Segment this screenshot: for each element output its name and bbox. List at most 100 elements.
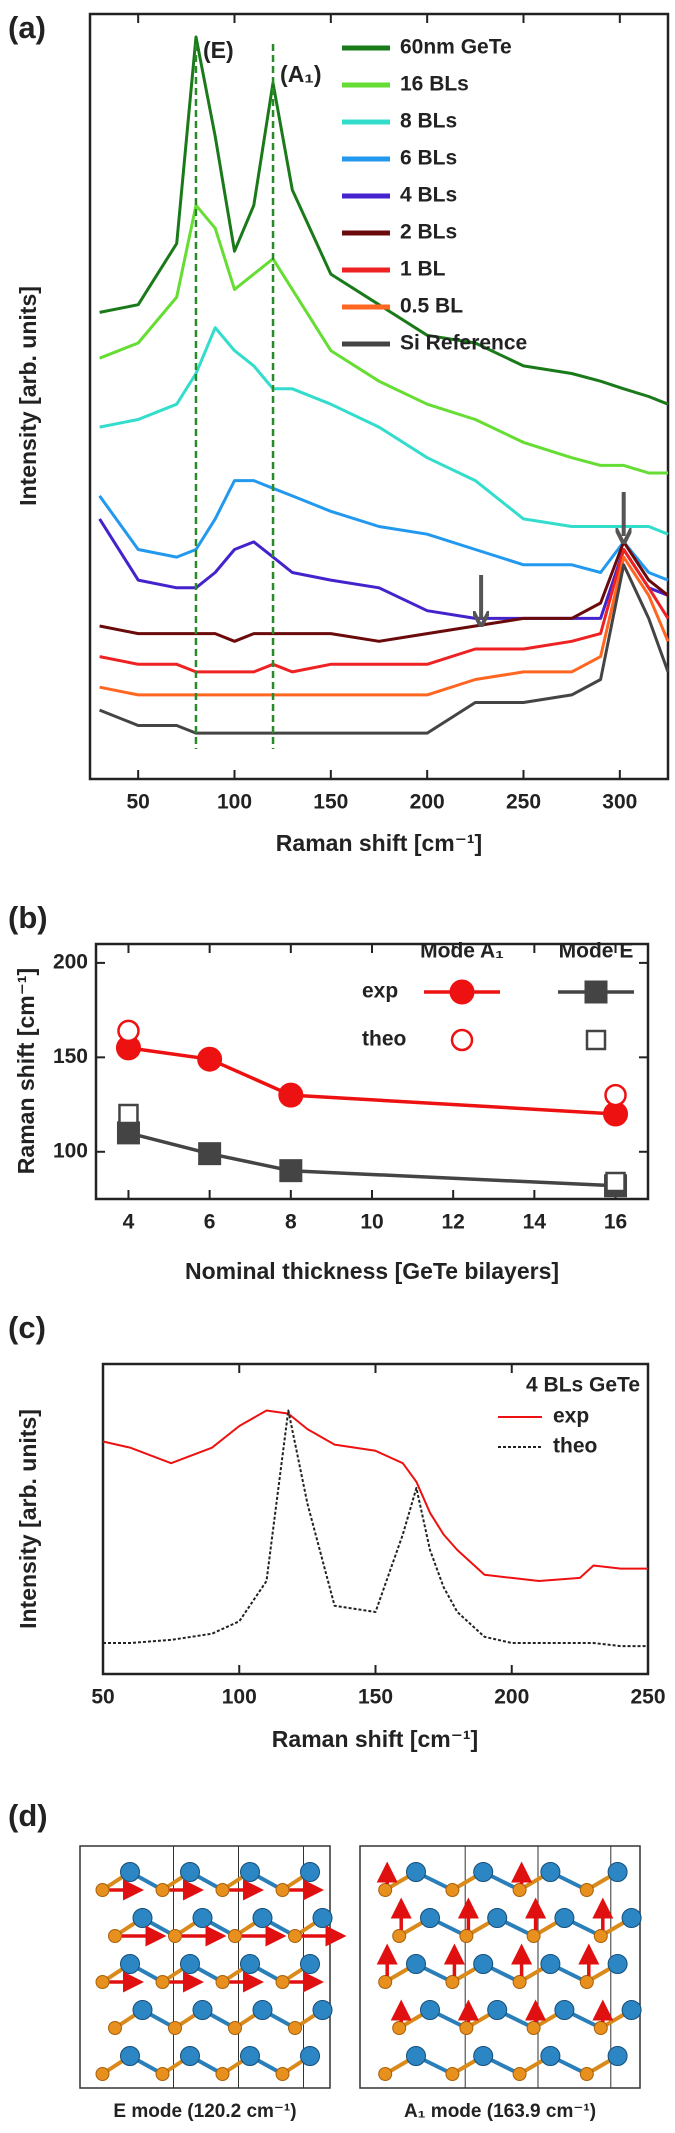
te-atom xyxy=(554,1908,575,1928)
y-tick-label: 100 xyxy=(53,1139,88,1162)
spectrum-line xyxy=(99,555,670,697)
ge-atom xyxy=(168,1929,182,1943)
legend-label: 1 BL xyxy=(400,258,446,281)
ge-atom xyxy=(108,2021,122,2035)
legend-label: 60nm GeTe xyxy=(400,36,512,59)
ge-atom xyxy=(95,1883,110,1897)
te-atom xyxy=(180,1862,200,1882)
legend-label: 6 BLs xyxy=(400,147,457,170)
te-atom xyxy=(240,2046,260,2066)
theo-marker xyxy=(604,1083,627,1107)
ge-atom xyxy=(445,1883,460,1897)
te-atom xyxy=(132,2000,153,2020)
x-tick-label: 150 xyxy=(358,1686,393,1709)
ge-atom xyxy=(445,1975,460,1989)
spectrum-line xyxy=(98,479,669,582)
ge-atom xyxy=(228,1929,242,1943)
legend-row-label: exp xyxy=(362,980,398,1003)
te-atom xyxy=(406,1862,426,1882)
exp-marker xyxy=(197,1046,223,1072)
y-tick-label: 200 xyxy=(53,950,88,973)
ge-atom xyxy=(526,2021,541,2035)
exp-line xyxy=(128,1131,616,1188)
te-atom xyxy=(300,1954,320,1974)
te-atom xyxy=(487,2000,508,2020)
ge-atom xyxy=(215,1883,230,1897)
spectrum-line xyxy=(103,1409,648,1648)
structure-box xyxy=(79,1845,347,2089)
te-atom xyxy=(252,1908,273,1928)
te-atom xyxy=(420,1908,440,1928)
exp-marker xyxy=(198,1142,222,1166)
ge-atom xyxy=(275,1883,290,1897)
te-atom xyxy=(180,1954,200,1974)
structure-caption: A₁ mode (163.9 cm⁻¹) xyxy=(404,2101,596,2122)
te-atom xyxy=(607,1954,628,1974)
legend-header: Mode A₁ xyxy=(420,940,504,963)
x-tick-label: 250 xyxy=(630,1686,665,1709)
theo-marker xyxy=(117,1019,140,1043)
te-atom xyxy=(473,2046,494,2066)
ge-atom xyxy=(378,1883,393,1897)
te-atom xyxy=(312,2000,333,2020)
te-atom xyxy=(120,1862,140,1882)
x-tick-label: 6 xyxy=(204,1211,216,1234)
te-atom xyxy=(540,2046,561,2066)
x-tick-label: 16 xyxy=(604,1211,627,1234)
ge-atom xyxy=(215,2067,230,2081)
te-atom xyxy=(473,1954,494,1974)
te-atom xyxy=(487,1908,508,1928)
legend-exp-marker xyxy=(584,980,608,1004)
x-tick-label: 50 xyxy=(91,1686,114,1709)
x-axis-title: Raman shift [cm⁻¹] xyxy=(272,1726,478,1752)
te-atom xyxy=(120,2046,140,2066)
ge-atom xyxy=(579,1883,594,1897)
y-axis-title: Intensity [arb. units] xyxy=(15,286,41,506)
legend-exp-marker xyxy=(449,979,475,1005)
legend-label: 2 BLs xyxy=(400,221,457,244)
panel-label: (a) xyxy=(8,10,46,45)
legend-label: 16 BLs xyxy=(400,73,469,96)
te-atom xyxy=(240,1954,260,1974)
spectrum-line xyxy=(99,203,668,475)
te-atom xyxy=(621,1908,642,1928)
x-tick-label: 50 xyxy=(126,791,149,814)
structure-caption: E mode (120.2 cm⁻¹) xyxy=(113,2101,296,2122)
te-atom xyxy=(192,1908,213,1928)
y-tick-label: 150 xyxy=(53,1045,88,1068)
legend-label: theo xyxy=(553,1435,597,1458)
te-atom xyxy=(406,2046,426,2066)
te-atom xyxy=(406,1954,426,1974)
te-atom xyxy=(120,1954,140,1974)
te-atom xyxy=(621,2000,642,2020)
ge-atom xyxy=(108,1929,122,1943)
exp-marker xyxy=(278,1082,304,1108)
ge-atom xyxy=(378,1975,393,1989)
x-axis-title: Raman shift [cm⁻¹] xyxy=(276,830,482,856)
legend-label: exp xyxy=(553,1405,589,1428)
te-atom xyxy=(180,2046,200,2066)
x-tick-label: 200 xyxy=(410,791,445,814)
exp-marker xyxy=(279,1159,303,1183)
ge-atom xyxy=(155,1883,170,1897)
ge-atom xyxy=(459,2021,474,2035)
ge-atom xyxy=(392,2021,407,2035)
te-atom xyxy=(192,2000,213,2020)
ge-atom xyxy=(275,2067,290,2081)
ge-atom xyxy=(526,1929,541,1943)
plot-frame xyxy=(88,12,670,781)
x-tick-label: 8 xyxy=(285,1211,297,1234)
reference-label: (A₁) xyxy=(280,61,321,87)
legend-theo-marker xyxy=(450,1028,474,1052)
exp-marker xyxy=(116,1121,140,1145)
te-atom xyxy=(132,1908,153,1928)
te-atom xyxy=(607,1862,628,1882)
legend-label: 4 BLs xyxy=(400,184,457,207)
ge-atom xyxy=(593,1929,608,1943)
te-atom xyxy=(420,2000,440,2020)
ge-atom xyxy=(155,1975,170,1989)
ge-atom xyxy=(579,1975,594,1989)
legend-title: 4 BLs GeTe xyxy=(526,1374,640,1397)
ge-atom xyxy=(288,2021,302,2035)
